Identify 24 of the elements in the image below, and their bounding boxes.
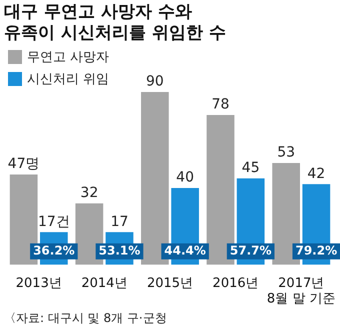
text: 〈자료: 대구시 및 8개 구·군청 (4, 310, 167, 327)
data-label: 17건 (38, 214, 70, 230)
chart-title: 대구 무연고 사망자 수와 유족이 시신처리를 위임한 수 (4, 2, 226, 44)
data-label: 47명 (8, 156, 40, 172)
data-label: 53 (277, 144, 296, 161)
annotation: 36.2% (33, 243, 75, 258)
x-tick-label: 2015년 (146, 276, 194, 291)
data-label: 90 (146, 74, 164, 90)
data-label: 40 (176, 170, 194, 186)
data-label: 78 (212, 96, 230, 113)
legend-label: 무연고 사망자 (27, 49, 110, 66)
x-tick-label: 2016년 (212, 276, 259, 291)
legend-label: 시신처리 위임 (27, 71, 110, 88)
annotation: 57.7% (230, 243, 272, 258)
x-tick-label: 2017년 8월 말 기준 (266, 276, 336, 307)
annotation: 53.1% (98, 243, 140, 258)
data-label: 32 (80, 185, 98, 201)
data-label: 17 (110, 214, 128, 230)
data-label: 42 (307, 166, 326, 182)
annotation: 79.2% (295, 243, 338, 258)
x-tick-label: 2014년 (81, 276, 128, 291)
data-label: 45 (242, 160, 260, 176)
annotation: 44.4% (164, 243, 206, 258)
x-tick-label: 2013년 (16, 276, 62, 291)
